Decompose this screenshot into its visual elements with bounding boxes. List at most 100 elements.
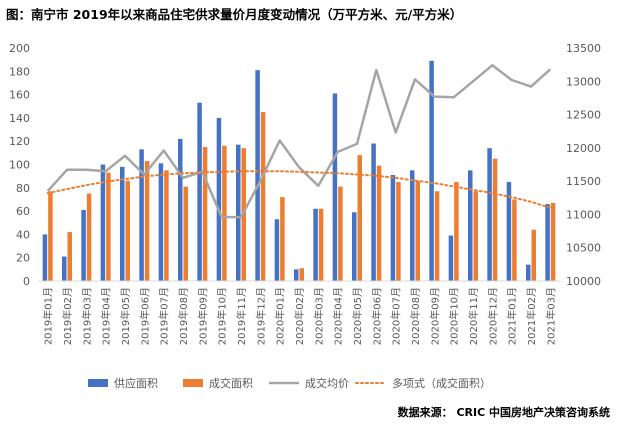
supply-bar [352, 212, 357, 281]
supply-bar [506, 181, 512, 281]
supply-bar [255, 70, 260, 281]
y-left-tick-label: 60 [16, 205, 30, 218]
x-tick-label: 2020年11月 [467, 287, 480, 345]
y-left-tick-label: 20 [16, 252, 30, 265]
x-tick-label: 2020年03月 [312, 287, 325, 345]
transaction-bar [376, 165, 382, 281]
legend-avg-price-label: 成交均价 [305, 376, 349, 390]
supply-bar [429, 60, 434, 281]
y-right-tick-label: 10000 [566, 275, 601, 288]
transaction-bar [222, 145, 227, 281]
transaction-bar [125, 180, 130, 281]
transaction-bar [260, 112, 266, 281]
x-tick-label: 2019年04月 [100, 287, 113, 345]
avg-price-line [46, 64, 552, 219]
x-tick-label: 2019年10月 [216, 287, 229, 345]
x-tick-label: 2021年02月 [525, 287, 538, 345]
x-tick-label: 2019年11月 [235, 287, 248, 345]
transaction-bar [434, 191, 440, 281]
legend-supply-swatch [88, 379, 108, 387]
x-tick-label: 2019年06月 [138, 287, 151, 345]
transaction-bar [512, 199, 517, 281]
y-right-tick-label: 11000 [566, 208, 601, 221]
supply-bar [545, 204, 550, 281]
bars-layer [42, 60, 556, 282]
supply-bar [332, 93, 338, 281]
y-right-tick-label: 12000 [566, 142, 601, 155]
supply-bar [158, 163, 164, 281]
chart-title: 图：南宁市 2019年以来商品住宅供求量价月度变动情况（万平方米、元/平方米） [6, 7, 463, 22]
supply-bar [448, 235, 454, 281]
transaction-bar [531, 229, 536, 281]
x-tick-label: 2020年01月 [274, 287, 287, 345]
x-tick-label: 2020年07月 [390, 287, 403, 345]
x-tick-label: 2019年02月 [61, 287, 74, 345]
transaction-bar [144, 161, 150, 281]
y-right-tick-label: 10500 [566, 242, 601, 255]
x-tick-label: 2020年12月 [486, 287, 499, 345]
y-right-tick-label: 12500 [566, 109, 601, 122]
supply-bar [274, 219, 280, 281]
legend: 供应面积 成交面积 成交均价 多项式（成交面积） [88, 376, 491, 390]
transaction-bar [415, 180, 420, 281]
transaction-bar [550, 202, 556, 281]
y-left-tick-label: 160 [9, 89, 30, 102]
x-tick-label: 2019年08月 [177, 287, 190, 345]
x-tick-label: 2020年04月 [332, 287, 345, 345]
x-tick-label: 2021年01月 [506, 287, 519, 345]
y-left-tick-label: 120 [9, 135, 30, 148]
transaction-bar [164, 170, 169, 281]
legend-trend-label: 多项式（成交面积） [392, 376, 491, 390]
y-left-tick-label: 40 [16, 228, 30, 241]
supply-bar [216, 117, 222, 282]
x-tick-label: 2021年03月 [544, 287, 557, 345]
transaction-bar [280, 197, 285, 281]
supply-bar [371, 143, 376, 281]
axes-layer: 0 20 40 60 80 100 120 140 160 180 200 10000 10500 110… [9, 42, 601, 345]
transaction-bar [183, 186, 188, 281]
x-tick-label: 2019年12月 [254, 287, 267, 345]
supply-bar [81, 209, 86, 281]
transaction-bar [48, 191, 53, 281]
transaction-bar [67, 232, 72, 281]
supply-bar [294, 269, 299, 281]
supply-bar [197, 102, 202, 281]
y-left-tick-label: 180 [9, 65, 30, 78]
transaction-bar [202, 147, 208, 281]
transaction-bar [299, 268, 304, 281]
x-tick-label: 2019年07月 [158, 287, 171, 345]
legend-transaction-label: 成交面积 [209, 376, 253, 390]
supply-bar [139, 149, 144, 281]
transaction-bar [318, 208, 324, 281]
x-tick-label: 2020年02月 [293, 287, 306, 345]
supply-bar [62, 256, 67, 281]
supply-bar [42, 234, 48, 281]
transaction-bar [86, 193, 92, 281]
y-right-tick-label: 13500 [566, 42, 601, 55]
source-note: 数据来源： CRIC 中国房地产决策咨询系统 [397, 406, 610, 419]
y-left-tick-label: 100 [9, 159, 30, 172]
transaction-bar [396, 181, 401, 281]
trend-line [46, 170, 552, 209]
x-tick-label: 2019年03月 [80, 287, 93, 345]
supply-bar [178, 138, 183, 281]
x-tick-label: 2019年05月 [119, 287, 132, 345]
lines-layer [46, 64, 552, 219]
x-tick-label: 2019年09月 [196, 287, 209, 345]
legend-transaction-swatch [183, 379, 203, 387]
supply-bar [100, 164, 106, 281]
y-left-tick-label: 200 [9, 42, 30, 55]
x-tick-label: 2020年08月 [409, 287, 422, 345]
transaction-bar [357, 155, 362, 281]
legend-supply-label: 供应面积 [114, 376, 158, 390]
supply-bar [487, 148, 492, 281]
transaction-bar [106, 172, 111, 281]
supply-bar [526, 264, 531, 281]
transaction-bar [492, 158, 498, 281]
x-tick-label: 2019年01月 [42, 287, 55, 345]
transaction-bar [454, 181, 459, 281]
supply-bar [390, 174, 396, 281]
y-left-tick-label: 80 [16, 182, 30, 195]
x-tick-label: 2020年05月 [351, 287, 364, 345]
